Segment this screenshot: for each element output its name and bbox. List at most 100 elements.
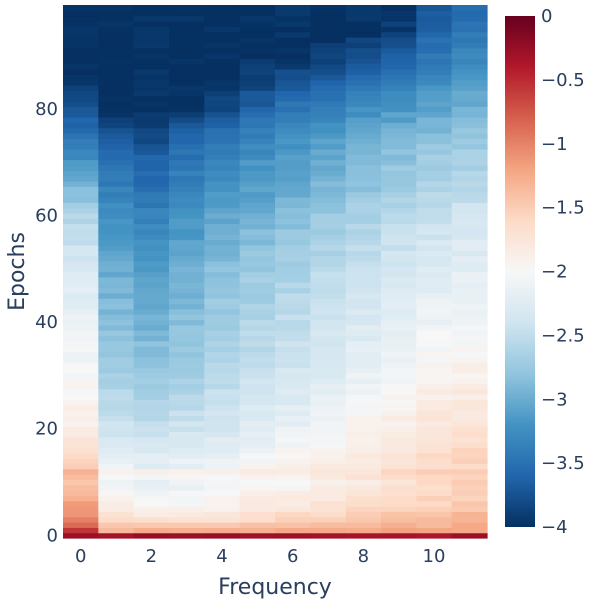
heatmap-cell [169, 180, 205, 187]
heatmap-cell [239, 506, 276, 512]
heatmap-cell [63, 495, 99, 502]
heatmap-cell [204, 388, 241, 395]
heatmap-cell [451, 36, 488, 43]
heatmap-cell [310, 266, 347, 273]
heatmap-cell [275, 458, 311, 464]
heatmap-cell [98, 260, 135, 267]
colorbar-tick-label: −2.5 [541, 325, 585, 346]
heatmap-cell [204, 31, 241, 38]
heatmap-cell [63, 20, 99, 27]
heatmap-cell [275, 506, 311, 512]
heatmap-cell [239, 362, 276, 369]
heatmap-cell [381, 90, 417, 97]
heatmap-cell [451, 196, 488, 203]
heatmap-cell [416, 351, 453, 358]
heatmap-cell [416, 186, 453, 193]
heatmap-cell [310, 36, 347, 43]
heatmap-cell [169, 228, 205, 235]
heatmap-cell [451, 79, 488, 86]
heatmap-cell [98, 143, 135, 150]
heatmap-cell [169, 484, 205, 491]
heatmap-cell [275, 202, 311, 209]
heatmap-cell [204, 36, 241, 43]
heatmap-cell [239, 116, 276, 123]
heatmap-cell [239, 31, 276, 38]
heatmap-cell [133, 10, 170, 17]
heatmap-cell [133, 223, 170, 230]
heatmap-cell [416, 410, 453, 417]
heatmap-cell [239, 490, 276, 496]
heatmap-cell [133, 148, 170, 155]
heatmap-cell [381, 335, 417, 342]
heatmap-cell [98, 276, 135, 283]
heatmap-cell [310, 527, 347, 534]
heatmap-cell [204, 458, 241, 464]
heatmap-cell [63, 522, 99, 528]
heatmap-cell [239, 410, 276, 417]
heatmap-cell [204, 260, 241, 267]
heatmap-cell [204, 175, 241, 182]
heatmap-cell [381, 250, 417, 257]
heatmap-cell [204, 420, 241, 427]
heatmap-cell [310, 458, 347, 464]
heatmap-cell [451, 394, 488, 401]
heatmap-cell [345, 522, 382, 528]
heatmap-cell [98, 394, 135, 401]
heatmap-cell [275, 447, 311, 454]
heatmap-cell [204, 399, 241, 406]
heatmap-cell [310, 495, 347, 502]
heatmap-cell [133, 431, 170, 438]
heatmap-cell [239, 500, 276, 507]
heatmap-cell [310, 228, 347, 235]
heatmap-cell [416, 180, 453, 187]
heatmap-cell [451, 52, 488, 59]
heatmap-cell [133, 426, 170, 432]
heatmap-cell [133, 218, 170, 225]
heatmap-cell [239, 175, 276, 182]
heatmap-cell [239, 324, 276, 331]
heatmap-cell [133, 378, 170, 385]
heatmap-cell [310, 52, 347, 59]
heatmap-cell [63, 42, 99, 49]
heatmap-cell [239, 516, 276, 523]
heatmap-cell [133, 474, 170, 480]
heatmap-cell [275, 431, 311, 438]
heatmap-cell [451, 330, 488, 337]
heatmap-cell [416, 330, 453, 337]
heatmap-cell [416, 388, 453, 395]
heatmap-cell [239, 378, 276, 385]
heatmap-cell [451, 452, 488, 459]
heatmap-cell [275, 15, 311, 22]
heatmap-cell [310, 490, 347, 496]
heatmap-cell [133, 196, 170, 203]
heatmap-cell [169, 378, 205, 385]
heatmap-cell [275, 319, 311, 326]
heatmap-cell [239, 330, 276, 337]
heatmap-cell [169, 202, 205, 209]
heatmap-cell [98, 266, 135, 273]
heatmap-cell [63, 431, 99, 438]
heatmap-cell [416, 404, 453, 411]
heatmap-cell [416, 68, 453, 75]
heatmap-cell [275, 330, 311, 337]
heatmap-cell [416, 58, 453, 65]
heatmap-cell [98, 271, 135, 278]
heatmap-cell [275, 276, 311, 283]
heatmap-cell [416, 175, 453, 182]
heatmap-cell [381, 404, 417, 411]
heatmap-cell [169, 148, 205, 155]
heatmap-cell [310, 15, 347, 22]
heatmap-cell [133, 388, 170, 395]
heatmap-cell [98, 335, 135, 342]
heatmap-cell [416, 148, 453, 155]
heatmap-cell [310, 202, 347, 209]
heatmap-cell [239, 383, 276, 390]
heatmap-cell [416, 458, 453, 464]
heatmap-cell [98, 500, 135, 507]
heatmap-cell [310, 239, 347, 246]
heatmap-cell [63, 223, 99, 230]
heatmap-cell [98, 244, 135, 251]
heatmap-cell [169, 250, 205, 257]
heatmap-cell [239, 436, 276, 443]
heatmap-cell [63, 100, 99, 107]
